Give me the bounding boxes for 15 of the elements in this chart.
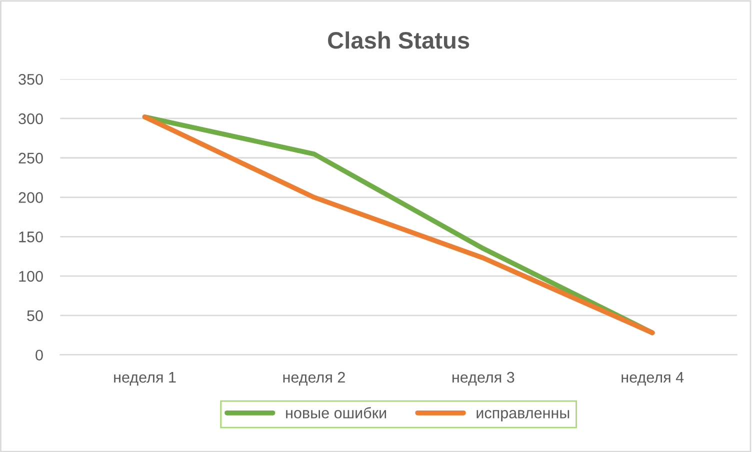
- y-tick-label: 300: [18, 113, 43, 124]
- y-tick-label: 50: [27, 310, 43, 322]
- y-tick-label: 350: [18, 74, 43, 85]
- chart-title: Clash Status: [328, 31, 470, 49]
- x-tick-label: неделя 3: [452, 372, 514, 386]
- x-tick-label: неделя 2: [283, 372, 345, 386]
- legend-label: новые ошибки: [286, 407, 386, 418]
- y-tick-label: 200: [18, 192, 43, 203]
- y-tick-label: 100: [19, 270, 43, 282]
- y-tick-label: 0: [36, 350, 43, 361]
- y-tick-label: 250: [18, 152, 43, 164]
- x-tick-label: неделя 4: [622, 372, 684, 386]
- x-tick-label: неделя 1: [114, 372, 176, 386]
- y-tick-label: 150: [19, 232, 43, 242]
- legend-label: исправленны: [476, 410, 570, 422]
